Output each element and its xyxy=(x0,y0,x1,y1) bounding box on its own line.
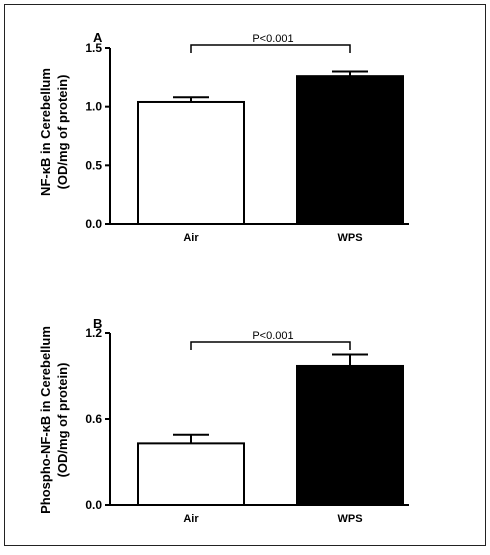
y-tick-label: 0.0 xyxy=(85,498,102,512)
significance-bracket xyxy=(190,44,351,53)
panel-b: B Phospho-NF-κB in Cerebellum (OD/mg of … xyxy=(38,316,409,525)
y-tick-label: 1.2 xyxy=(85,326,102,340)
x-tick-label: Air xyxy=(183,513,199,525)
x-tick-label: WPS xyxy=(337,232,362,244)
y-axis-title: Phospho-NF-κB in Cerebellum xyxy=(38,326,53,514)
y-tick-label: 0.6 xyxy=(85,412,102,426)
bar-wps xyxy=(296,364,404,507)
significance-label: P<0.001 xyxy=(252,33,293,45)
y-tick-label: 0.5 xyxy=(85,158,102,172)
panel-label: A xyxy=(93,30,103,45)
y-axis-title-unit: (OD/mg of protein) xyxy=(55,75,70,190)
y-tick-label: 0.0 xyxy=(85,217,102,231)
y-tick-label: 1.5 xyxy=(85,41,102,55)
panel-a: A NF-κB in Cerebellum (OD/mg of protein)… xyxy=(38,30,409,244)
significance-label: P<0.001 xyxy=(252,330,293,342)
bar-wps xyxy=(296,75,404,225)
y-axis-title-unit: (OD/mg of protein) xyxy=(55,363,70,478)
bar-air xyxy=(137,442,245,507)
x-tick-label: Air xyxy=(183,232,199,244)
y-tick-label: 1.0 xyxy=(85,100,102,114)
x-tick-label: WPS xyxy=(337,513,362,525)
bar-air xyxy=(137,100,245,225)
y-axis-title: NF-κB in Cerebellum xyxy=(38,68,53,196)
significance-bracket xyxy=(190,341,351,350)
panel-label: B xyxy=(93,316,102,331)
